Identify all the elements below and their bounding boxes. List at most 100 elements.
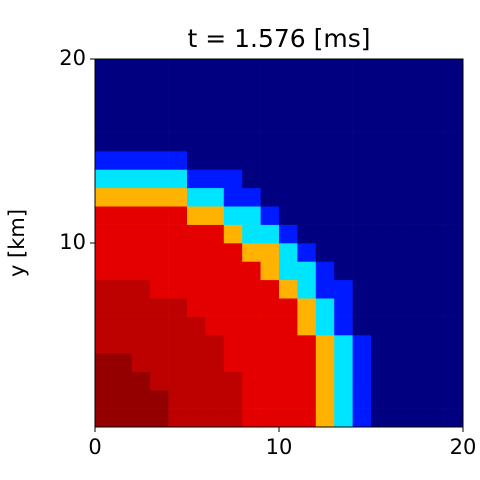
heatmap-cell: [242, 206, 261, 225]
heatmap-cell: [205, 371, 225, 391]
heatmap-cell: [223, 279, 243, 299]
heatmap-cell: [223, 187, 243, 207]
heatmap-cell: [444, 206, 464, 225]
heatmap-cell: [242, 353, 261, 373]
heatmap-cell: [205, 206, 225, 225]
heatmap-cell: [187, 279, 206, 299]
heatmap-cell: [352, 169, 372, 189]
heatmap-cell: [315, 151, 335, 170]
heatmap-cell: [168, 59, 188, 78]
heatmap-cell: [131, 408, 151, 428]
heatmap-cell: [95, 261, 114, 281]
heatmap-cell: [352, 335, 372, 354]
heatmap-cell: [150, 95, 169, 115]
heatmap-cell: [205, 353, 225, 373]
heatmap-cell: [334, 279, 353, 299]
heatmap-cell: [95, 390, 114, 409]
heatmap-cell: [389, 390, 409, 409]
heatmap-cell: [315, 335, 335, 354]
heatmap-cell: [297, 390, 317, 409]
heatmap-cell: [352, 187, 372, 207]
heatmap-cell: [113, 169, 133, 189]
heatmap-cell: [205, 151, 225, 170]
heatmap-cell: [150, 151, 169, 170]
heatmap-cell: [371, 206, 390, 225]
heatmap-cell: [223, 77, 243, 97]
heatmap-cell: [260, 114, 280, 133]
heatmap-cell: [315, 59, 335, 78]
y-tick-label: 10: [59, 230, 86, 254]
heatmap-cell: [131, 390, 151, 409]
heatmap-cell: [426, 298, 445, 317]
heatmap-cell: [150, 335, 169, 354]
heatmap-cell: [426, 316, 445, 336]
heatmap-cell: [444, 279, 464, 299]
heatmap-cell: [113, 77, 133, 97]
heatmap-cell: [168, 408, 188, 428]
heatmap-cell: [113, 261, 133, 281]
heatmap-cell: [150, 316, 169, 336]
heatmap-cell: [297, 169, 317, 189]
heatmap-cell: [168, 390, 188, 409]
heatmap-cell: [260, 206, 280, 225]
heatmap-cell: [352, 206, 372, 225]
heatmap-cell: [334, 224, 353, 244]
heatmap-cell: [444, 95, 464, 115]
heatmap-cell: [131, 279, 151, 299]
heatmap-cell: [407, 279, 427, 299]
heatmap-cell: [113, 59, 133, 78]
heatmap-cell: [187, 77, 206, 97]
x-tick-label: 20: [450, 435, 477, 459]
heatmap-cell: [371, 408, 390, 428]
heatmap-cell: [334, 114, 353, 133]
heatmap-cell: [150, 390, 169, 409]
heatmap-cell: [389, 298, 409, 317]
heatmap-cell: [352, 316, 372, 336]
heatmap-cell: [389, 353, 409, 373]
heatmap-cell: [95, 59, 114, 78]
heatmap-cell: [168, 132, 188, 152]
heatmap-cell: [426, 132, 445, 152]
heatmap-cell: [187, 169, 206, 189]
heatmap-cell: [95, 279, 114, 299]
heatmap-cell: [389, 224, 409, 244]
heatmap-cell: [334, 169, 353, 189]
heatmap-cell: [187, 390, 206, 409]
heatmap-cell: [297, 187, 317, 207]
heatmap-cell: [223, 261, 243, 281]
heatmap-cell: [187, 59, 206, 78]
heatmap-cell: [205, 224, 225, 244]
heatmap-cell: [371, 261, 390, 281]
heatmap-cell: [168, 335, 188, 354]
heatmap-cell: [426, 59, 445, 78]
heatmap-cell: [242, 59, 261, 78]
heatmap-cell: [205, 316, 225, 336]
heatmap-cell: [242, 261, 261, 281]
heatmap-cell: [279, 335, 298, 354]
heatmap-cell: [131, 77, 151, 97]
heatmap-cell: [113, 298, 133, 317]
heatmap-cell: [389, 371, 409, 391]
heatmap-cell: [334, 132, 353, 152]
heatmap-cell: [168, 95, 188, 115]
heatmap-cell: [279, 316, 298, 336]
heatmap-cell: [131, 353, 151, 373]
y-tick-label: 20: [59, 46, 86, 70]
heatmap-cell: [352, 371, 372, 391]
heatmap-cell: [407, 114, 427, 133]
heatmap-cell: [205, 114, 225, 133]
heatmap-cell: [223, 408, 243, 428]
heatmap-cell: [279, 224, 298, 244]
heatmap-cell: [352, 279, 372, 299]
heatmap-cell: [95, 335, 114, 354]
heatmap-cell: [315, 371, 335, 391]
heatmap-cell: [297, 206, 317, 225]
heatmap-cell: [444, 335, 464, 354]
heatmap-cell: [407, 243, 427, 262]
heatmap-cell: [371, 224, 390, 244]
heatmap-cell: [187, 371, 206, 391]
heatmap-cell: [297, 151, 317, 170]
heatmap-cell: [223, 206, 243, 225]
heatmap-cell: [444, 224, 464, 244]
heatmap-cell: [389, 132, 409, 152]
